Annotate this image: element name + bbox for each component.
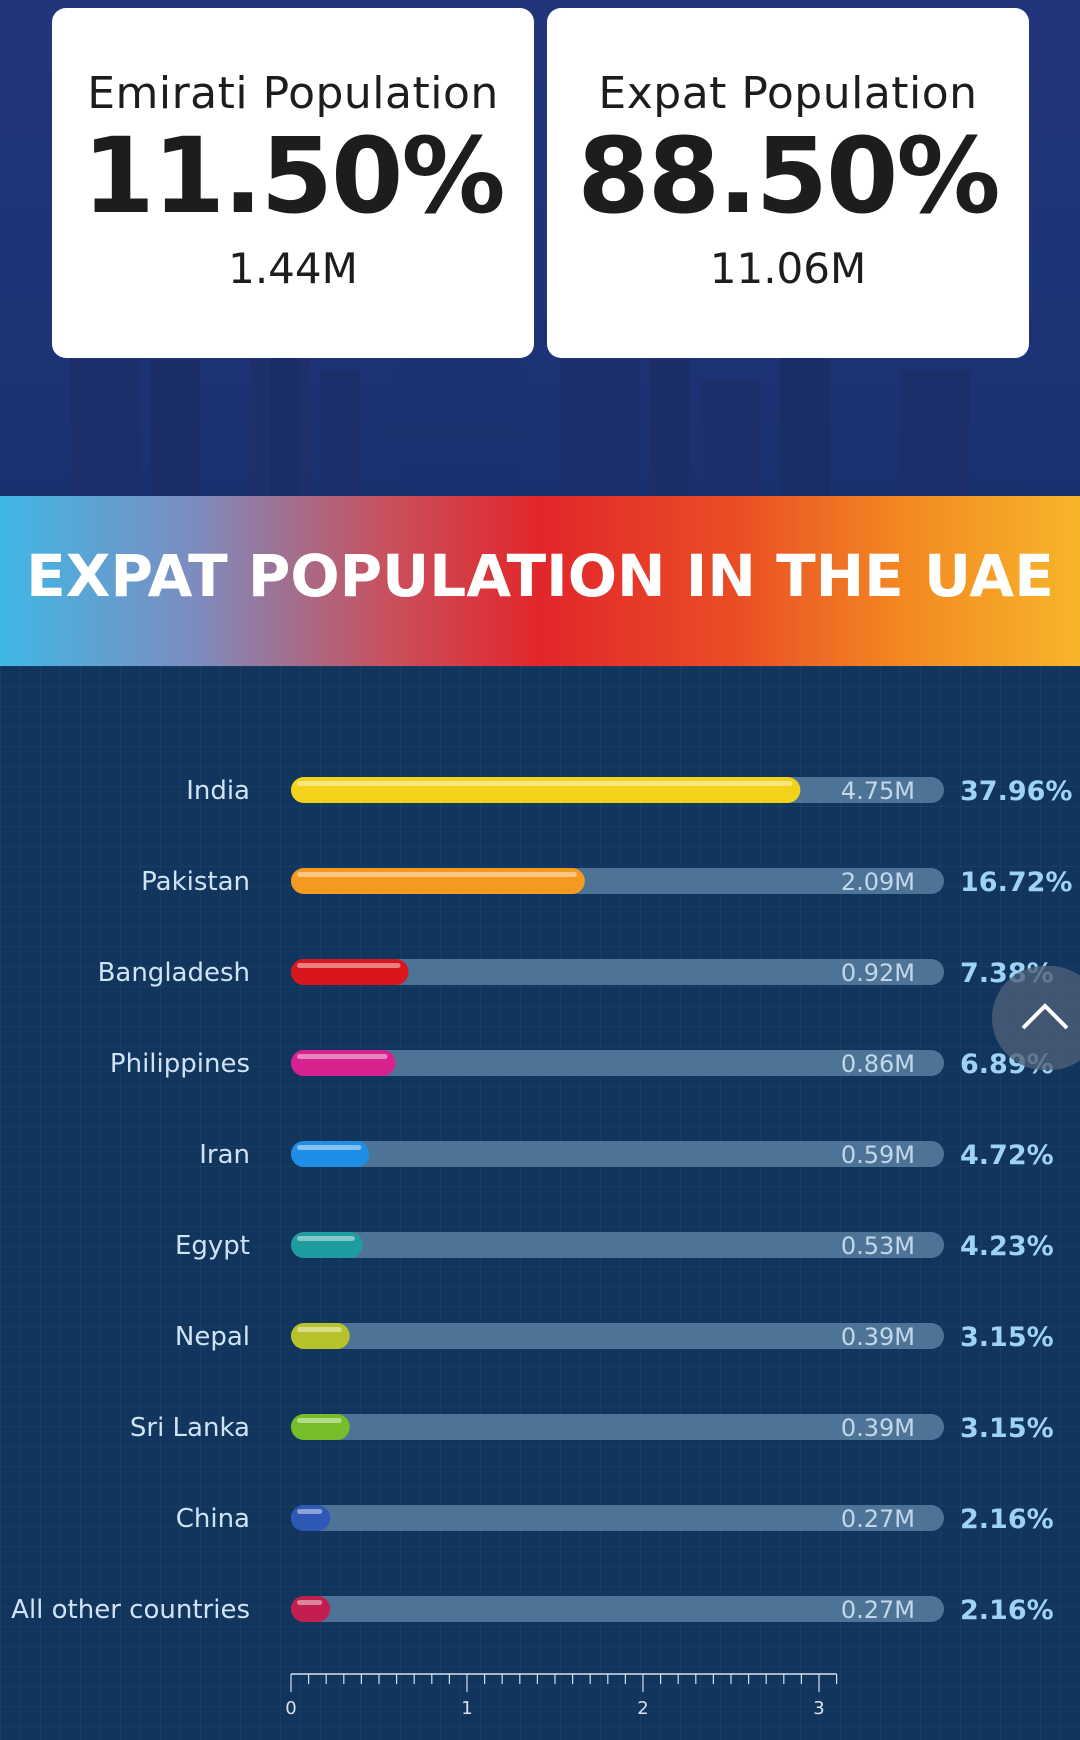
- bar-value-label: 0.39M: [841, 1323, 915, 1351]
- emirati-population-title: Emirati Population: [87, 68, 499, 119]
- bar-percent-label: 2.16%: [960, 1504, 1054, 1535]
- scroll-to-top-button[interactable]: [992, 966, 1080, 1070]
- bar-percent-label: 2.16%: [960, 1595, 1054, 1626]
- emirati-population-percent: 11.50%: [82, 115, 505, 237]
- hero-section: Emirati Population 11.50% 1.44M Expat Po…: [0, 0, 1080, 496]
- bar-highlight: [297, 1418, 342, 1423]
- category-label: India: [186, 776, 250, 806]
- bar-track: [291, 1232, 944, 1258]
- bar-percent-label: 4.72%: [960, 1140, 1054, 1171]
- bar-fill-iran: [291, 1141, 370, 1167]
- expat-population-card: Expat Population 88.50% 11.06M: [547, 8, 1029, 358]
- bar-value-label: 0.27M: [841, 1505, 915, 1533]
- bar-value-label: 0.39M: [841, 1414, 915, 1442]
- bar-value-label: 0.27M: [841, 1596, 915, 1624]
- category-label: Philippines: [110, 1049, 250, 1079]
- bar-track: [291, 1323, 944, 1349]
- bar-track: [291, 1141, 944, 1167]
- x-axis-tick-label: 2: [637, 1698, 648, 1719]
- bar-highlight: [297, 1054, 388, 1059]
- bar-highlight: [297, 1509, 323, 1514]
- bar-value-label: 2.09M: [841, 868, 915, 896]
- bar-highlight: [297, 1327, 342, 1332]
- emirati-population-card: Emirati Population 11.50% 1.44M: [52, 8, 534, 358]
- bar-value-label: 0.86M: [841, 1050, 915, 1078]
- bar-chart-svg: India 4.75M 37.96% Pakistan 2.09M 16.72% Bangl…: [11, 776, 1072, 1719]
- bar-fill-egypt: [291, 1232, 363, 1258]
- banner-title: EXPAT POPULATION IN THE UAE: [26, 542, 1054, 610]
- bar-fill-all-other-countries: [291, 1596, 331, 1622]
- bar-track: [291, 1050, 944, 1076]
- bar-fill-china: [291, 1505, 331, 1531]
- category-label: Nepal: [175, 1322, 250, 1352]
- category-label: Pakistan: [141, 867, 250, 897]
- bar-value-label: 4.75M: [841, 777, 915, 805]
- category-label: Iran: [199, 1140, 250, 1170]
- expat-population-percent: 88.50%: [577, 115, 1000, 237]
- bar-fill-philippines: [291, 1050, 396, 1076]
- bar-value-label: 0.92M: [841, 959, 915, 987]
- bar-highlight: [297, 781, 793, 786]
- bar-fill-india: [291, 777, 801, 803]
- category-label: China: [176, 1504, 250, 1534]
- bar-highlight: [297, 1236, 355, 1241]
- emirati-population-count: 1.44M: [228, 244, 358, 293]
- expat-population-title: Expat Population: [598, 68, 978, 119]
- bar-percent-label: 3.15%: [960, 1322, 1054, 1353]
- bar-highlight: [297, 963, 401, 968]
- expat-population-count: 11.06M: [709, 244, 867, 293]
- section-banner: EXPAT POPULATION IN THE UAE: [0, 496, 1080, 666]
- x-axis-tick-label: 3: [813, 1698, 824, 1719]
- category-label: All other countries: [11, 1595, 250, 1625]
- bar-percent-label: 16.72%: [960, 867, 1072, 898]
- bar-track: [291, 959, 944, 985]
- bar-fill-sri-lanka: [291, 1414, 350, 1440]
- x-axis-tick-label: 1: [461, 1698, 472, 1719]
- category-label: Bangladesh: [98, 958, 250, 988]
- bar-highlight: [297, 1145, 362, 1150]
- bar-fill-pakistan: [291, 868, 585, 894]
- bar-track: [291, 1414, 944, 1440]
- bar-percent-label: 37.96%: [960, 776, 1072, 807]
- bar-fill-bangladesh: [291, 959, 409, 985]
- bar-track: [291, 1505, 944, 1531]
- bar-value-label: 0.59M: [841, 1141, 915, 1169]
- bar-fill-nepal: [291, 1323, 350, 1349]
- bar-track: [291, 1596, 944, 1622]
- category-label: Sri Lanka: [130, 1413, 250, 1443]
- x-axis-tick-label: 0: [285, 1698, 296, 1719]
- bar-percent-label: 4.23%: [960, 1231, 1054, 1262]
- bar-highlight: [297, 872, 577, 877]
- bar-percent-label: 3.15%: [960, 1413, 1054, 1444]
- bar-highlight: [297, 1600, 323, 1605]
- category-label: Egypt: [175, 1231, 250, 1261]
- bar-value-label: 0.53M: [841, 1232, 915, 1260]
- chevron-up-icon: [1021, 1003, 1069, 1030]
- expat-population-chart: India 4.75M 37.96% Pakistan 2.09M 16.72% Bangl…: [0, 666, 1080, 1740]
